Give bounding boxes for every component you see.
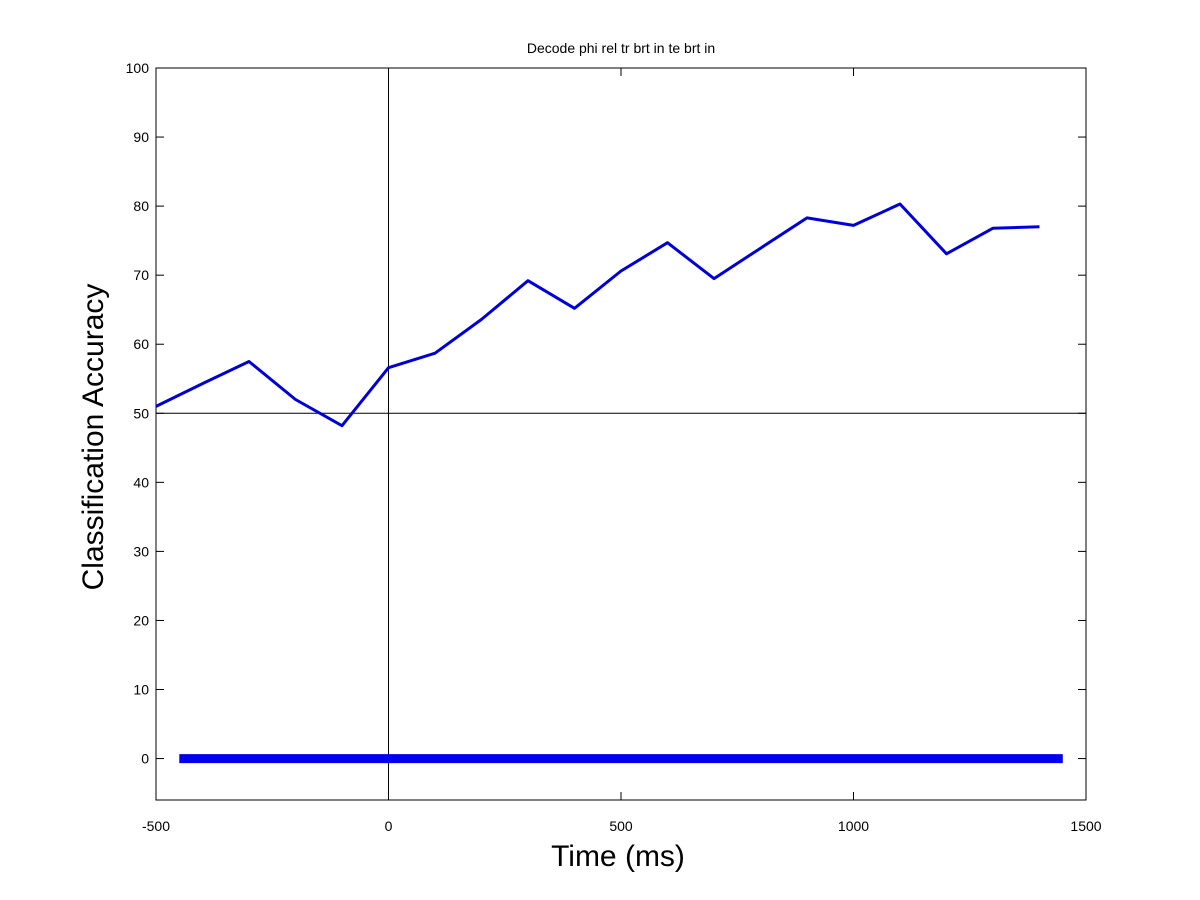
y-tick-label: 50 — [133, 405, 149, 421]
series-layer — [155, 202, 1063, 764]
plot-frame — [155, 67, 1087, 801]
x-axis: -500 0 500 1000 1500 — [142, 68, 1102, 834]
y-tick-label: 20 — [133, 612, 149, 628]
x-axis-label: Time (ms) — [551, 840, 685, 873]
reference-lines — [156, 68, 1086, 800]
accuracy-line — [155, 202, 1040, 428]
y-tick-label: 10 — [133, 682, 149, 698]
x-tick-label: 0 — [385, 818, 393, 834]
y-tick-label: 100 — [126, 60, 150, 76]
x-tick-label: 1500 — [1070, 818, 1101, 834]
y-tick-label: 0 — [141, 751, 149, 767]
y-tick-label: 60 — [133, 336, 149, 352]
y-tick-label: 80 — [133, 198, 149, 214]
chart-title: Decode phi rel tr brt in te brt in — [527, 40, 715, 56]
y-tick-label: 70 — [133, 267, 149, 283]
y-axis: 0 10 20 30 40 50 60 70 80 90 100 — [126, 60, 1086, 767]
y-axis-label: Classification Accuracy — [77, 284, 110, 591]
x-tick-label: 1000 — [838, 818, 869, 834]
y-tick-label: 30 — [133, 543, 149, 559]
x-tick-label: 500 — [609, 818, 633, 834]
x-tick-label: -500 — [142, 818, 170, 834]
y-tick-label: 40 — [133, 474, 149, 490]
y-tick-label: 90 — [133, 129, 149, 145]
